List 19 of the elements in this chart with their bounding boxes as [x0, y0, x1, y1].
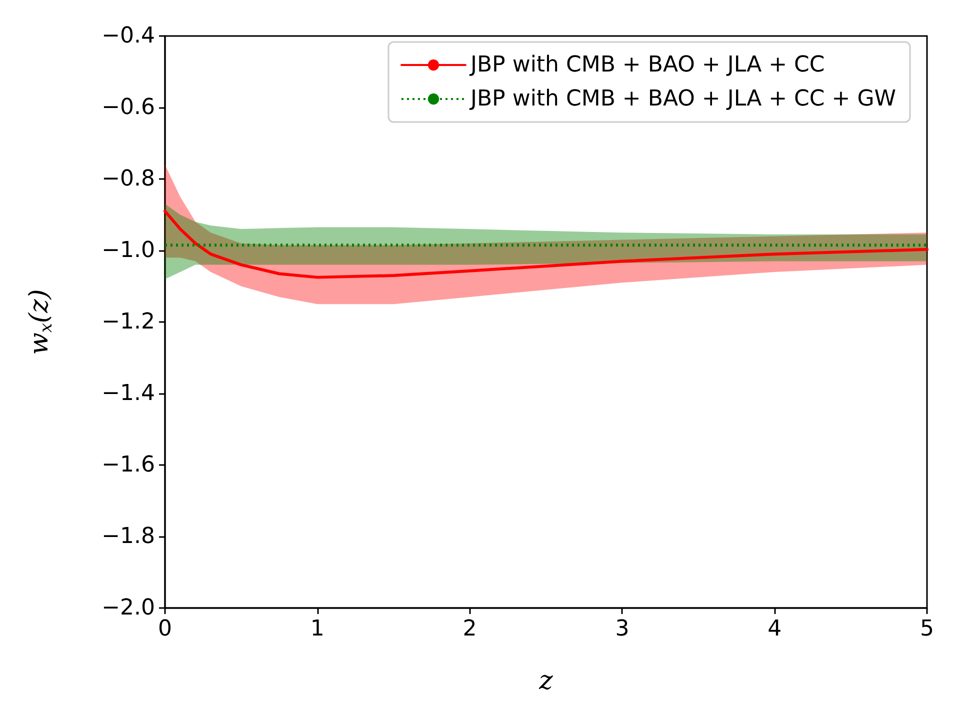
x-tick-label: 4 [768, 616, 782, 642]
y-tick-label: −0.4 [102, 24, 155, 48]
y-tick-label: −1.4 [102, 381, 155, 406]
y-tick-label: −1.0 [102, 238, 155, 263]
x-tick-label: 0 [158, 616, 172, 642]
y-tick-label: −1.2 [102, 310, 155, 334]
x-axis-title: z [538, 666, 554, 696]
y-tick-label: −0.8 [102, 166, 155, 192]
legend-label: JBP with CMB + BAO + JLA + CC + GW [468, 86, 896, 112]
y-tick-label: −0.6 [102, 95, 155, 120]
x-tick-label: 3 [615, 616, 630, 642]
x-tick-label: 1 [310, 616, 324, 642]
legend-label: JBP with CMB + BAO + JLA + CC [468, 52, 825, 78]
y-tick-label: −2.0 [102, 596, 155, 620]
y-axis-title: wx(z) [24, 289, 56, 355]
x-tick-label: 2 [462, 616, 477, 642]
y-tick-label: −1.8 [102, 524, 155, 549]
x-tick-label: 5 [920, 616, 934, 642]
y-tick-label: −1.6 [102, 452, 155, 478]
